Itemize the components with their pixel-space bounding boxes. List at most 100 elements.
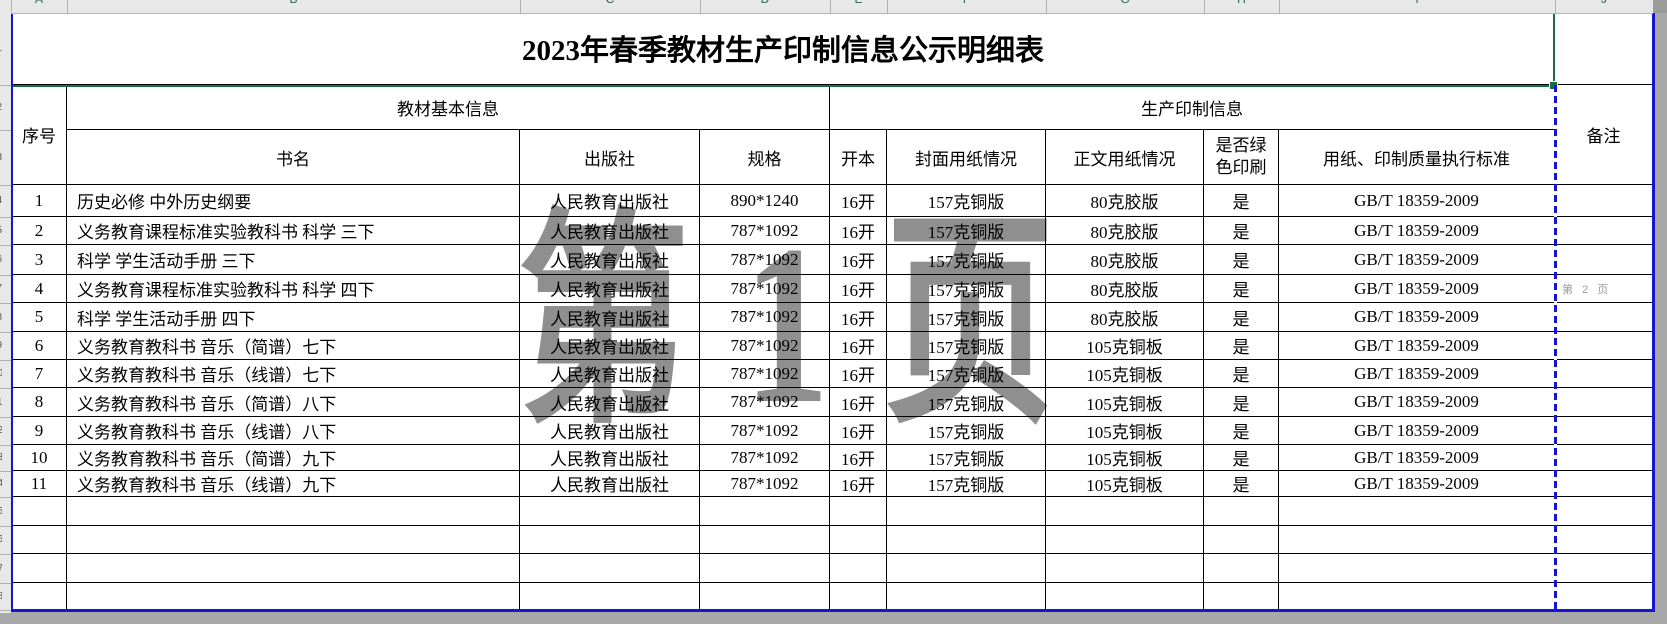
- row-header-17[interactable]: 17: [0, 554, 2, 583]
- cell-row2-body[interactable]: 80克胶版: [1046, 217, 1204, 245]
- cell-row2-green[interactable]: 是: [1204, 217, 1279, 245]
- header-format[interactable]: 开本: [830, 130, 887, 185]
- cell-row2-publisher[interactable]: 人民教育出版社: [520, 217, 700, 245]
- cell-row8-standard[interactable]: GB/T 18359-2009: [1279, 388, 1555, 417]
- cell-empty[interactable]: [1555, 526, 1653, 554]
- cell-row5-body[interactable]: 80克胶版: [1046, 303, 1204, 332]
- header-standard[interactable]: 用纸、印制质量执行标准: [1279, 130, 1555, 185]
- cell-row6-remark[interactable]: [1555, 332, 1653, 360]
- cell-empty[interactable]: [520, 554, 700, 583]
- cell-row2-remark[interactable]: [1555, 217, 1653, 245]
- cell-empty[interactable]: [1204, 526, 1279, 554]
- column-header-H[interactable]: H: [1237, 0, 1246, 6]
- cell-row1-remark[interactable]: [1555, 185, 1653, 217]
- cell-row4-cover[interactable]: 157克铜版: [887, 275, 1046, 303]
- row-header-12[interactable]: 12: [0, 417, 2, 445]
- cell-empty[interactable]: [700, 497, 830, 526]
- row-header-8[interactable]: 8: [0, 303, 2, 332]
- cell-empty[interactable]: [830, 583, 887, 610]
- cell-row1-format[interactable]: 16开: [830, 185, 887, 217]
- cell-empty[interactable]: [1279, 583, 1555, 610]
- cell-row6-body[interactable]: 105克铜板: [1046, 332, 1204, 360]
- cell-empty[interactable]: [700, 554, 830, 583]
- cell-empty[interactable]: [700, 526, 830, 554]
- cell-row10-publisher[interactable]: 人民教育出版社: [520, 445, 700, 471]
- cell-row6-green[interactable]: 是: [1204, 332, 1279, 360]
- cell-empty[interactable]: [887, 526, 1046, 554]
- row-header-6[interactable]: 6: [0, 245, 2, 275]
- header-index[interactable]: 序号: [11, 85, 67, 185]
- cell-row8-remark[interactable]: [1555, 388, 1653, 417]
- fill-handle[interactable]: [1549, 81, 1558, 90]
- cell-row7-remark[interactable]: [1555, 360, 1653, 388]
- cell-row7-cover[interactable]: 157克铜版: [887, 360, 1046, 388]
- cell-row2-format[interactable]: 16开: [830, 217, 887, 245]
- cell-empty[interactable]: [1279, 526, 1555, 554]
- row-header-14[interactable]: 14: [0, 471, 2, 497]
- cell-row5-format[interactable]: 16开: [830, 303, 887, 332]
- cell-empty[interactable]: [830, 554, 887, 583]
- cell-empty[interactable]: [887, 583, 1046, 610]
- cell-row7-publisher[interactable]: 人民教育出版社: [520, 360, 700, 388]
- cell-row6-standard[interactable]: GB/T 18359-2009: [1279, 332, 1555, 360]
- cell-row2-spec[interactable]: 787*1092: [700, 217, 830, 245]
- cell-row3-publisher[interactable]: 人民教育出版社: [520, 245, 700, 275]
- cell-row5-remark[interactable]: [1555, 303, 1653, 332]
- cell-row11-publisher[interactable]: 人民教育出版社: [520, 471, 700, 497]
- cell-row11-format[interactable]: 16开: [830, 471, 887, 497]
- cell-empty[interactable]: [520, 526, 700, 554]
- column-header-F[interactable]: F: [963, 0, 970, 6]
- cell-row9-body[interactable]: 105克铜板: [1046, 417, 1204, 445]
- cell-empty[interactable]: [1555, 554, 1653, 583]
- row-header-1[interactable]: 1: [0, 13, 2, 85]
- header-spec[interactable]: 规格: [700, 130, 830, 185]
- cell-row5-name[interactable]: 科学 学生活动手册 四下: [67, 303, 520, 332]
- cell-row11-remark[interactable]: [1555, 471, 1653, 497]
- cell-row1-green[interactable]: 是: [1204, 185, 1279, 217]
- cell-row1-cover[interactable]: 157克铜版: [887, 185, 1046, 217]
- cell-row8-format[interactable]: 16开: [830, 388, 887, 417]
- cell-row9-format[interactable]: 16开: [830, 417, 887, 445]
- row-header-11[interactable]: 11: [0, 388, 2, 417]
- cell-row5-cover[interactable]: 157克铜版: [887, 303, 1046, 332]
- cell-empty[interactable]: [11, 583, 67, 610]
- cell-row11-name[interactable]: 义务教育教科书 音乐（线谱）九下: [67, 471, 520, 497]
- cell-empty[interactable]: [67, 526, 520, 554]
- cell-row5-green[interactable]: 是: [1204, 303, 1279, 332]
- row-header-strip[interactable]: 123456789101112131415161718: [0, 13, 11, 613]
- cell-row8-cover[interactable]: 157克铜版: [887, 388, 1046, 417]
- header-publisher[interactable]: 出版社: [520, 130, 700, 185]
- cell-row10-cover[interactable]: 157克铜版: [887, 445, 1046, 471]
- cell-row10-green[interactable]: 是: [1204, 445, 1279, 471]
- cell-row8-spec[interactable]: 787*1092: [700, 388, 830, 417]
- cell-row3-remark[interactable]: [1555, 245, 1653, 275]
- cell-j1[interactable]: [1555, 12, 1653, 85]
- cell-row3-green[interactable]: 是: [1204, 245, 1279, 275]
- cell-row6-format[interactable]: 16开: [830, 332, 887, 360]
- row-header-2[interactable]: 2: [0, 85, 2, 130]
- cell-row5-spec[interactable]: 787*1092: [700, 303, 830, 332]
- cell-row7-green[interactable]: 是: [1204, 360, 1279, 388]
- row-header-18[interactable]: 18: [0, 583, 2, 610]
- cell-empty[interactable]: [887, 497, 1046, 526]
- column-header-A[interactable]: A: [35, 0, 43, 6]
- column-header-D[interactable]: D: [761, 0, 770, 6]
- cell-empty[interactable]: [11, 497, 67, 526]
- cell-row9-cover[interactable]: 157克铜版: [887, 417, 1046, 445]
- cell-row6-no[interactable]: 6: [11, 332, 67, 360]
- cell-row4-format[interactable]: 16开: [830, 275, 887, 303]
- cell-empty[interactable]: [1279, 554, 1555, 583]
- cell-row6-name[interactable]: 义务教育教科书 音乐（简谱）七下: [67, 332, 520, 360]
- cell-row4-body[interactable]: 80克胶版: [1046, 275, 1204, 303]
- cell-empty[interactable]: [830, 497, 887, 526]
- header-book-name[interactable]: 书名: [67, 130, 520, 185]
- cell-row1-standard[interactable]: GB/T 18359-2009: [1279, 185, 1555, 217]
- cell-row9-green[interactable]: 是: [1204, 417, 1279, 445]
- cell-empty[interactable]: [1046, 554, 1204, 583]
- column-header-strip[interactable]: A B C D E F G H I J: [0, 0, 1653, 14]
- cell-row3-format[interactable]: 16开: [830, 245, 887, 275]
- column-header-C[interactable]: C: [606, 0, 615, 6]
- cell-row10-name[interactable]: 义务教育教科书 音乐（简谱）九下: [67, 445, 520, 471]
- cell-row11-body[interactable]: 105克铜板: [1046, 471, 1204, 497]
- column-header-I[interactable]: I: [1415, 0, 1418, 6]
